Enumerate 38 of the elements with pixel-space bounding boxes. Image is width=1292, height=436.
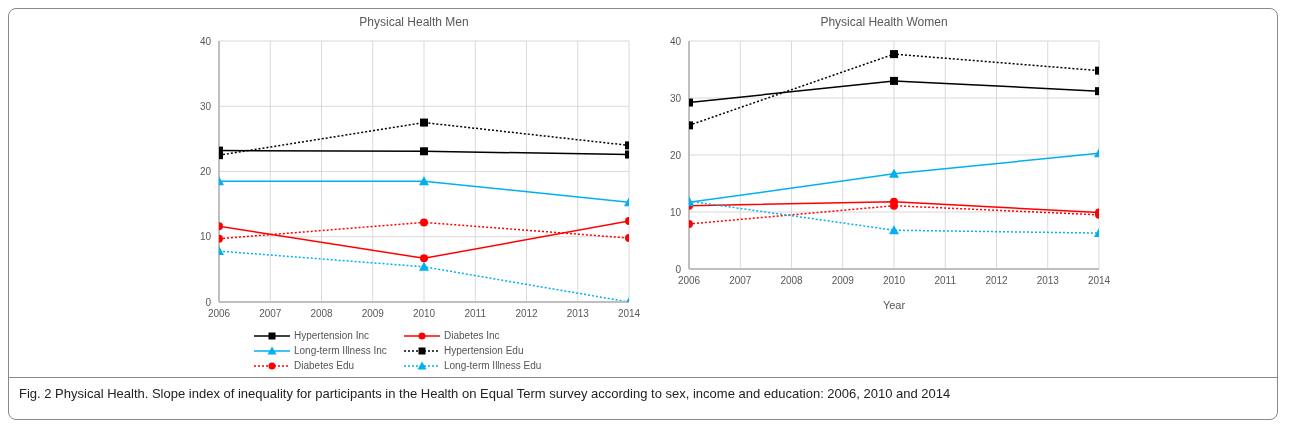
y-tick-label: 10 [669,206,682,218]
x-tick-label: 2007 [259,308,282,320]
x-tick-label: 2008 [310,308,334,320]
x-tick-label: 2007 [729,275,752,287]
chart-title: Physical Health Women [819,15,949,31]
y-tick-label: 0 [205,296,212,308]
legend-label: Hypertension Inc [294,330,370,341]
y-tick-label: 30 [669,92,682,104]
y-tick-label: 30 [199,100,212,112]
chart-title: Physical Health Men [358,15,470,31]
x-tick-label: 2014 [1087,275,1111,287]
x-axis-title: Year [882,299,906,311]
y-tick-label: 20 [199,166,212,178]
x-tick-label: 2011 [934,275,957,287]
x-tick-label: 2006 [677,275,701,287]
y-tick-label: 10 [199,231,212,243]
legend-label: Long-term Illness Inc [294,345,387,356]
x-tick-label: 2012 [985,275,1009,287]
x-tick-label: 2011 [464,308,487,320]
legend-label: Diabetes Inc [444,330,500,341]
x-tick-label: 2006 [207,308,231,320]
x-tick-label: 2014 [617,308,641,320]
legend-label: Long-term Illness Edu [444,360,542,371]
x-tick-label: 2013 [566,308,590,320]
y-tick-label: 40 [199,35,212,47]
legend-label: Hypertension Edu [444,345,524,356]
y-tick-label: 20 [669,149,682,161]
legend-label: Diabetes Edu [294,360,355,371]
caption: Fig. 2 Physical Health. Slope index of inequality for participants in the Health on Equal Term survey according to sex, income and education: 2006, 2010 and 2014 [19,386,952,401]
x-tick-label: 2012 [515,308,539,320]
y-tick-label: 40 [669,35,682,47]
x-tick-label: 2010 [882,275,906,287]
x-tick-label: 2009 [361,308,385,320]
x-tick-label: 2009 [831,275,855,287]
x-tick-label: 2008 [780,275,804,287]
x-tick-label: 2010 [412,308,436,320]
y-tick-label: 0 [675,263,682,275]
x-tick-label: 2013 [1036,275,1060,287]
